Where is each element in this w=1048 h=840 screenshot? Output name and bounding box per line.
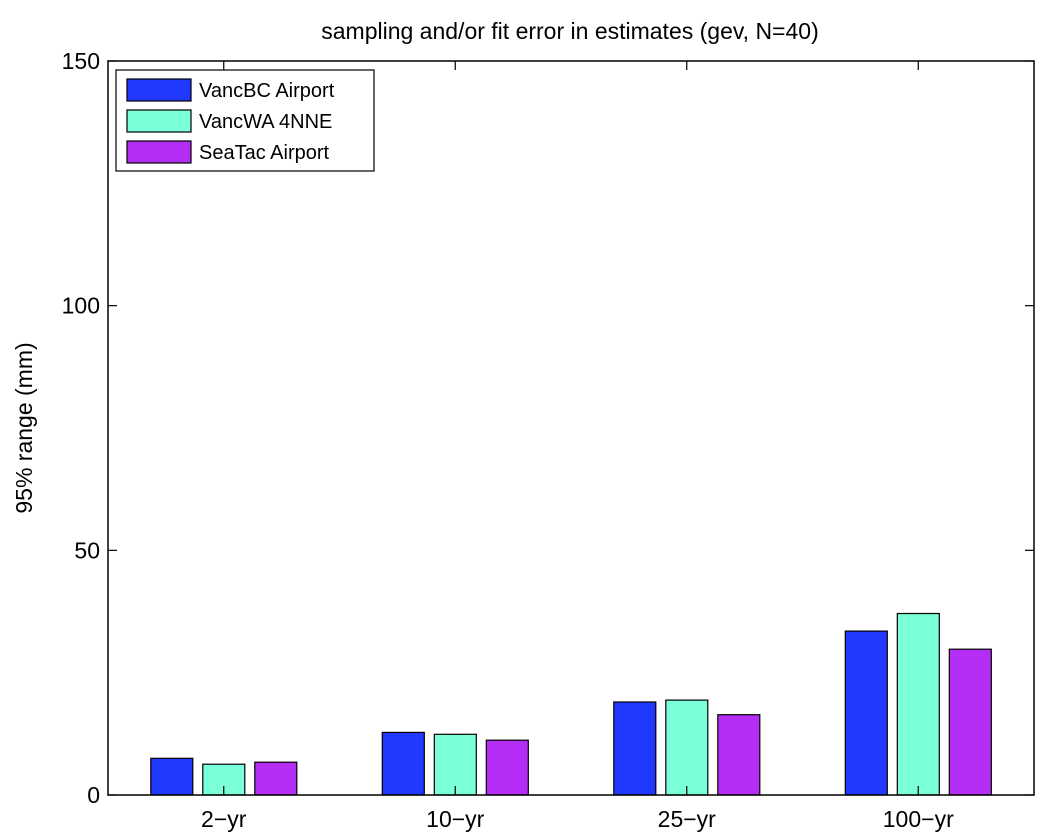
y-axis-label: 95% range (mm) (11, 342, 37, 513)
y-tick-label: 0 (87, 782, 100, 808)
x-tick-label: 100−yr (883, 806, 954, 832)
legend-swatch (126, 78, 192, 102)
bar-seatac-airport-1 (485, 739, 529, 796)
axis-ticks: 0 50 100 150 2−yr 10−yr 25−yr 100−yr (62, 48, 1034, 832)
x-tick-label: 10−yr (426, 806, 485, 832)
bar-vancwa-4nne-1 (433, 733, 477, 796)
bar-seatac-airport-2 (717, 714, 761, 796)
legend-label: VancBC Airport (199, 80, 335, 102)
chart-title: sampling and/or fit error in estimates (… (321, 18, 818, 44)
legend: VancBC Airport VancWA 4NNE SeaTac Airport (115, 69, 375, 172)
bar-vancwa-4nne-2 (665, 699, 709, 796)
bar-seatac-airport-3 (948, 648, 992, 796)
legend-swatch (126, 109, 192, 133)
legend-label: SeaTac Airport (199, 142, 330, 164)
bar-vancbc-airport-3 (844, 630, 888, 796)
legend-label: VancWA 4NNE (199, 111, 332, 133)
y-tick-label: 150 (62, 48, 100, 74)
bar-vancbc-airport-2 (613, 701, 657, 796)
bar-vancwa-4nne-3 (896, 612, 940, 796)
bar-vancbc-airport-1 (381, 731, 425, 796)
y-tick-label: 100 (62, 293, 100, 319)
legend-swatch (126, 140, 192, 164)
x-tick-label: 2−yr (201, 806, 247, 832)
x-tick-label: 25−yr (658, 806, 717, 832)
plot-frame (107, 60, 1035, 796)
bar-seatac-airport-0 (254, 761, 298, 796)
bar-vancbc-airport-0 (150, 757, 194, 796)
y-tick-label: 50 (74, 537, 100, 563)
bars-group (150, 612, 992, 796)
